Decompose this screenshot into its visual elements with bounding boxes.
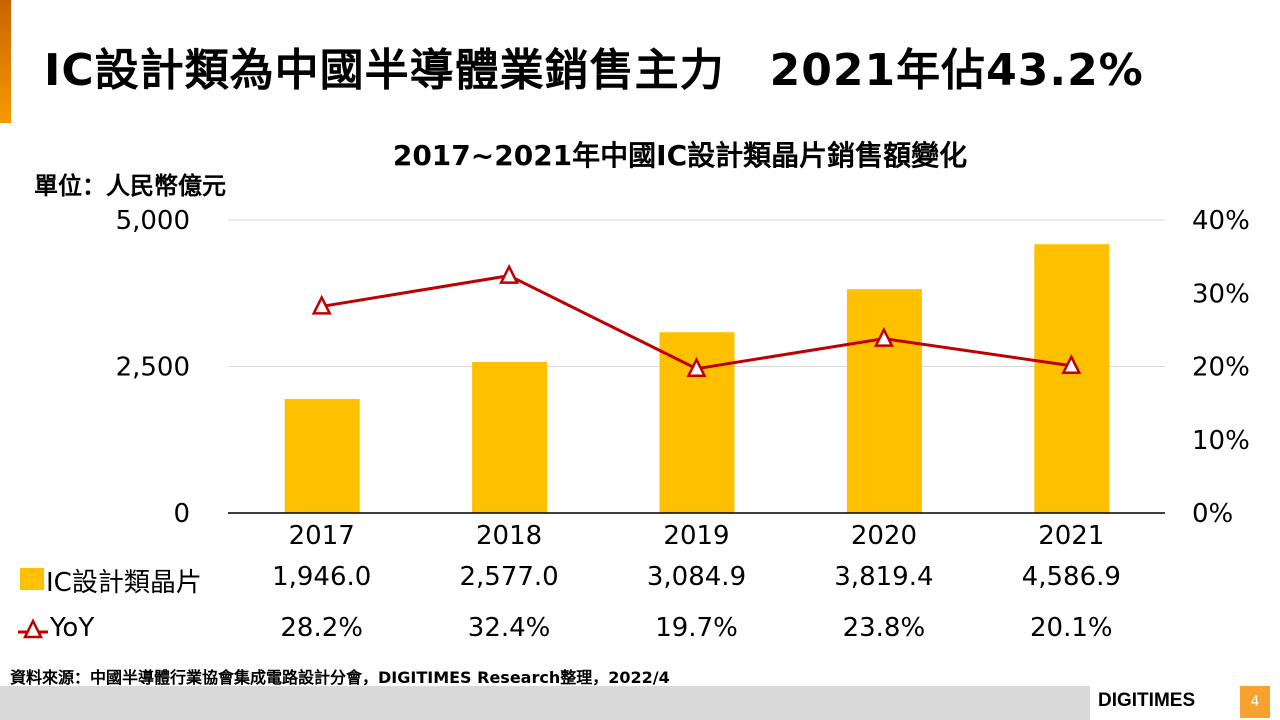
x-tick-label: 2019 [663, 521, 729, 551]
accent-bar [0, 0, 11, 123]
x-tick-label: 2020 [851, 521, 917, 551]
yoy-value: 32.4% [467, 613, 551, 643]
bar-value: 3,819.4 [834, 562, 934, 592]
yoy-marker [311, 294, 332, 315]
page-number: 4 [1240, 686, 1270, 718]
bar-legend-label: IC設計類晶片 [46, 568, 202, 598]
y2-tick-label: 20% [1192, 353, 1250, 383]
y2-tick-label: 0% [1192, 499, 1233, 529]
source-note: 資料來源：中國半導體行業協會集成電路設計分會，DIGITIMES Researc… [10, 668, 670, 687]
yoy-marker [686, 356, 707, 377]
bar [846, 289, 922, 513]
yoy-value: 19.7% [655, 613, 738, 643]
bar-value: 2,577.0 [459, 562, 559, 592]
y2-tick-label: 40% [1192, 206, 1250, 236]
bar-value: 1,946.0 [272, 562, 372, 592]
y-tick-label: 2,500 [116, 353, 190, 383]
x-tick-label: 2018 [476, 521, 542, 551]
yoy-legend-label: YoY [50, 613, 95, 643]
digitimes-logo: DIGITIMES [1098, 690, 1196, 711]
yoy-value: 20.1% [1029, 613, 1113, 643]
bar-value: 4,586.9 [1021, 562, 1121, 592]
yoy-value: 28.2% [280, 613, 363, 643]
bar-value: 3,084.9 [646, 562, 747, 592]
page-title: IC設計類為中國半導體業銷售主力 2021年佔43.2% [44, 45, 1144, 96]
yoy-value: 23.8% [842, 613, 926, 643]
yoy-legend-marker-icon [18, 618, 48, 639]
y2-tick-label: 30% [1192, 279, 1250, 309]
y-tick-label: 0 [173, 499, 190, 529]
bar [1034, 244, 1110, 514]
y-tick-label: 5,000 [116, 206, 190, 236]
bar-legend-swatch [20, 568, 44, 590]
footer-bar [0, 686, 1090, 720]
yoy-marker [1061, 353, 1082, 375]
chart: 0 2,500 5,000 0% 10% 20% 30% 40% 2017 2018 2019 202… [116, 206, 1250, 551]
unit-label: 單位：人民幣億元 [34, 172, 226, 200]
chart-title: 2017~2021年中國IC設計類晶片銷售額變化 [392, 139, 968, 172]
x-tick-label: 2017 [289, 521, 355, 551]
x-tick-label: 2021 [1038, 521, 1104, 551]
bar [472, 361, 548, 513]
yoy-marker [873, 326, 894, 347]
bar [284, 398, 360, 513]
yoy-marker [499, 263, 520, 284]
y2-tick-label: 10% [1192, 426, 1250, 456]
